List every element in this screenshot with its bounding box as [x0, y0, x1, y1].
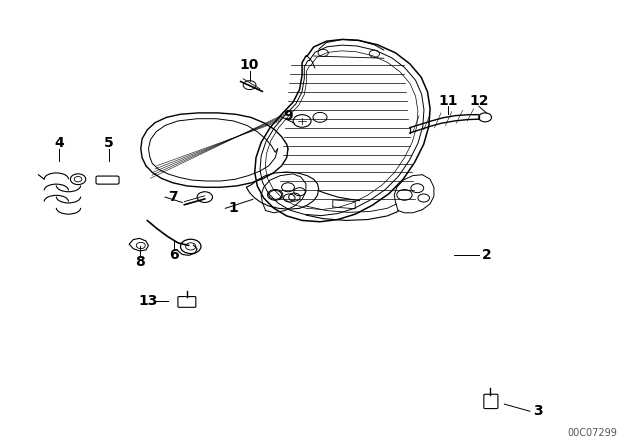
Text: 5: 5 [104, 136, 114, 151]
FancyBboxPatch shape [178, 297, 196, 307]
Text: 12: 12 [469, 94, 488, 108]
Text: 9: 9 [283, 109, 293, 124]
FancyBboxPatch shape [484, 394, 498, 409]
Text: 1: 1 [228, 201, 239, 215]
Text: 2: 2 [481, 248, 492, 263]
Text: 7: 7 [168, 190, 178, 204]
Text: 13: 13 [139, 294, 158, 308]
Text: 6: 6 [169, 248, 179, 263]
Text: 3: 3 [532, 404, 543, 418]
Text: 11: 11 [438, 94, 458, 108]
Text: 4: 4 [54, 136, 64, 151]
FancyBboxPatch shape [96, 176, 119, 184]
Text: 8: 8 [134, 255, 145, 269]
Text: 00C07299: 00C07299 [568, 428, 618, 438]
Text: 10: 10 [240, 58, 259, 72]
